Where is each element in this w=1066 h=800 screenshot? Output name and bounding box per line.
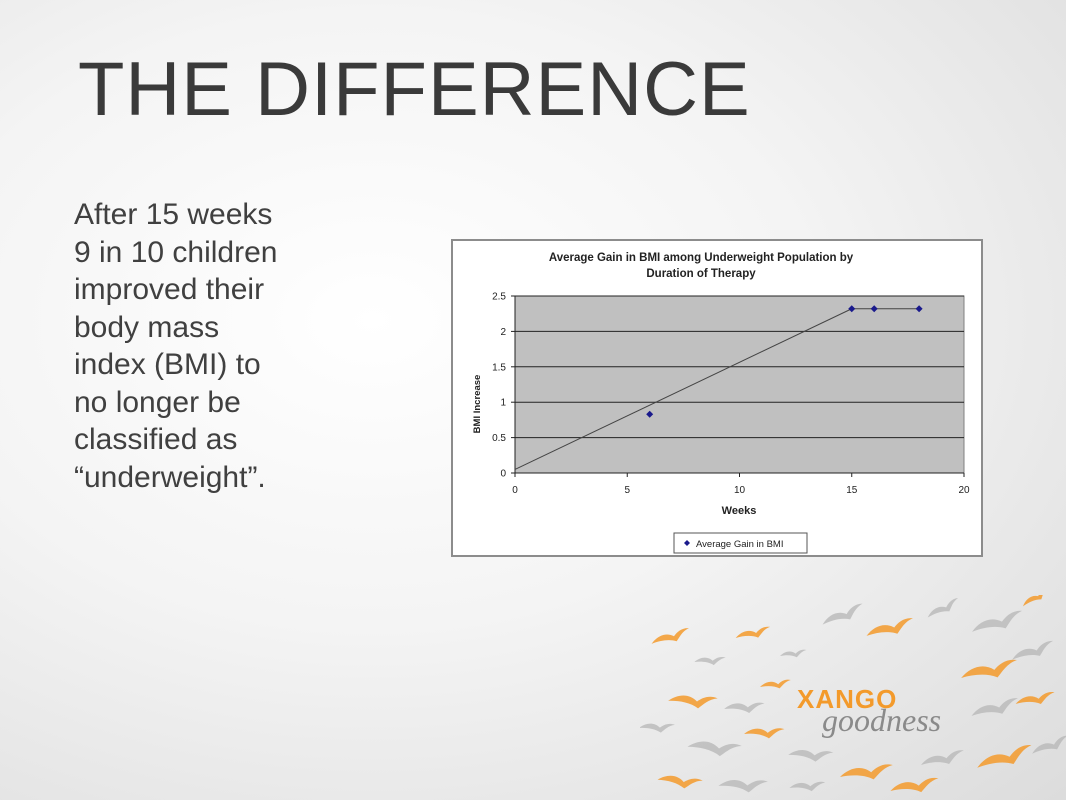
- chart-frame: Average Gain in BMI among Underweight Po…: [451, 239, 983, 557]
- bird-flock-logo: [640, 595, 1066, 793]
- bird-icon: [977, 745, 1032, 768]
- legend-label: Average Gain in BMI: [696, 539, 783, 550]
- chart-title-line-1: Average Gain in BMI among Underweight Po…: [549, 252, 854, 264]
- bird-icon: [657, 775, 703, 789]
- y-tick-label: 0: [500, 469, 506, 480]
- bird-icon: [718, 779, 768, 793]
- bird-icon: [724, 702, 765, 713]
- bird-icon: [961, 659, 1017, 678]
- bird-icon: [890, 777, 939, 793]
- y-tick-label: 0.5: [492, 433, 506, 444]
- body-line: body mass: [74, 310, 220, 344]
- data-point: [915, 305, 923, 313]
- brand-name: XANGO: [797, 684, 898, 714]
- body-line: “underweight”.: [74, 460, 266, 494]
- x-tick-label: 5: [624, 485, 630, 496]
- bird-icon: [780, 649, 807, 658]
- bird-icon: [971, 698, 1018, 716]
- bird-icon: [927, 597, 959, 618]
- data-point: [646, 410, 654, 418]
- body-line: no longer be: [74, 385, 241, 419]
- bird-icon: [687, 741, 742, 757]
- bird-icon: [1022, 595, 1048, 607]
- bird-icon: [921, 750, 964, 765]
- bird-icon: [694, 657, 726, 666]
- y-tick-label: 1: [500, 398, 506, 409]
- brand-tagline: goodness: [822, 702, 942, 738]
- bmi-line-chart: Average Gain in BMI among Underweight Po…: [472, 252, 970, 554]
- bird-icon: [744, 728, 785, 739]
- bird-icon: [789, 781, 826, 792]
- body-line: After 15 weeks: [74, 198, 273, 231]
- bird-icon: [972, 610, 1022, 632]
- bird-icon: [822, 603, 863, 625]
- bird-icon: [840, 764, 893, 780]
- y-tick-label: 2.5: [492, 292, 506, 303]
- chart-title-line-2: Duration of Therapy: [646, 268, 756, 280]
- body-line: improved their: [74, 273, 265, 306]
- y-tick-label: 2: [500, 327, 506, 338]
- bird-icon: [668, 695, 718, 709]
- body-text: After 15 weeks 9 in 10 children improved…: [74, 196, 404, 496]
- bird-icon: [1015, 691, 1055, 705]
- trendline: [514, 308, 852, 470]
- x-axis-label: Weeks: [722, 505, 757, 517]
- body-line: index (BMI) to: [74, 348, 261, 381]
- legend-marker: [684, 540, 690, 546]
- bird-icon: [640, 723, 675, 733]
- y-axis-label: BMI Increase: [472, 375, 483, 434]
- slide-title: THE DIFFERENCE: [78, 47, 751, 132]
- body-line: 9 in 10 children: [74, 235, 278, 269]
- y-tick-label: 1.5: [492, 362, 506, 373]
- data-point: [848, 305, 856, 313]
- x-tick-label: 10: [734, 485, 746, 496]
- x-tick-label: 15: [846, 485, 858, 496]
- data-point: [870, 305, 878, 313]
- plot-area: [514, 295, 965, 474]
- bird-icon: [760, 679, 791, 689]
- x-tick-label: 0: [512, 485, 518, 496]
- legend-box: [673, 532, 808, 554]
- bird-icon: [1032, 735, 1066, 754]
- body-line: classified as: [74, 423, 238, 456]
- chart-legend: Average Gain in BMI: [673, 532, 808, 554]
- bird-icon: [651, 628, 689, 644]
- bird-icon: [788, 749, 834, 762]
- x-tick-label: 20: [958, 485, 970, 496]
- bird-icon: [1012, 640, 1054, 660]
- bird-icon: [866, 618, 913, 636]
- bird-icon: [735, 626, 771, 638]
